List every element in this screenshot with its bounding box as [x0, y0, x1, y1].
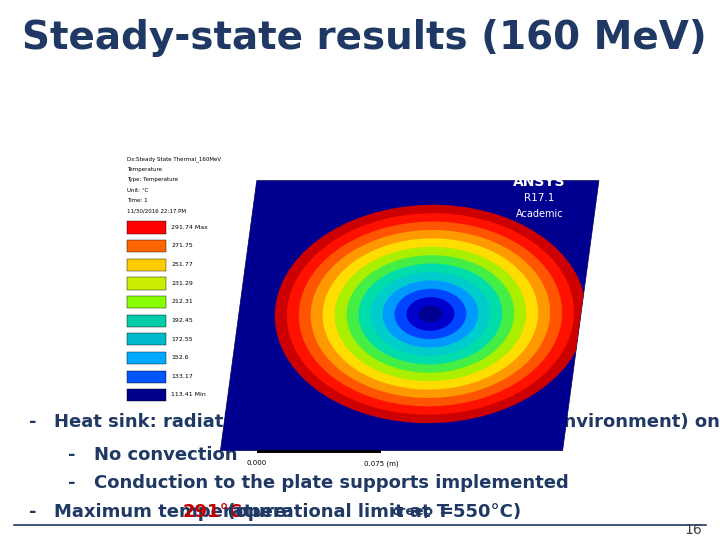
Text: No convection: No convection — [94, 446, 237, 463]
Text: Time: 1: Time: 1 — [127, 198, 148, 203]
Bar — [127, 259, 166, 271]
Text: 152.6: 152.6 — [171, 355, 189, 360]
Bar — [127, 370, 166, 383]
Bar — [127, 240, 166, 252]
Text: ANSYS: ANSYS — [513, 176, 565, 189]
Ellipse shape — [382, 280, 478, 348]
Text: creep: creep — [391, 505, 433, 518]
Text: 291°C: 291°C — [182, 503, 242, 521]
Ellipse shape — [335, 247, 526, 381]
Text: Type: Temperature: Type: Temperature — [127, 178, 179, 183]
Text: 0.075 (m): 0.075 (m) — [364, 460, 398, 467]
Text: Steady-state results (160 MeV): Steady-state results (160 MeV) — [22, 19, 706, 57]
Text: 212.31: 212.31 — [171, 299, 193, 304]
Ellipse shape — [287, 213, 574, 415]
Text: Unit: °C: Unit: °C — [127, 188, 148, 193]
Text: Ds:Steady State Thermal_160MeV: Ds:Steady State Thermal_160MeV — [127, 157, 221, 162]
Bar — [127, 296, 166, 308]
Text: 271.75: 271.75 — [171, 244, 193, 248]
Text: R17.1: R17.1 — [524, 193, 554, 203]
Ellipse shape — [275, 205, 586, 423]
Text: Temperature: Temperature — [127, 167, 162, 172]
Ellipse shape — [418, 306, 442, 322]
Ellipse shape — [371, 272, 490, 356]
Text: -: - — [68, 446, 76, 463]
Ellipse shape — [359, 264, 503, 364]
Text: Maximum temperature:: Maximum temperature: — [54, 503, 300, 521]
Text: 11/30/2016 22:17 PM: 11/30/2016 22:17 PM — [127, 208, 186, 213]
Bar — [127, 315, 166, 327]
Text: Conduction to the plate supports implemented: Conduction to the plate supports impleme… — [94, 474, 568, 491]
Text: 133.17: 133.17 — [171, 374, 193, 379]
Bar — [127, 278, 166, 289]
Text: 172.55: 172.55 — [171, 336, 193, 341]
Ellipse shape — [395, 289, 467, 339]
Text: 113.41 Min: 113.41 Min — [171, 393, 206, 397]
Polygon shape — [220, 180, 599, 450]
Bar — [127, 389, 166, 401]
Text: -: - — [68, 474, 76, 491]
Ellipse shape — [299, 221, 562, 407]
Text: 251.77: 251.77 — [171, 262, 193, 267]
Text: -: - — [29, 413, 36, 431]
Text: 16: 16 — [684, 523, 702, 537]
Ellipse shape — [323, 238, 538, 389]
Text: 0.000: 0.000 — [247, 460, 267, 466]
Ellipse shape — [346, 255, 514, 373]
Bar — [127, 352, 166, 364]
Text: Academic: Academic — [516, 210, 563, 219]
Ellipse shape — [407, 297, 454, 331]
Bar — [127, 221, 166, 234]
Text: (operational limit at T: (operational limit at T — [221, 503, 449, 521]
Text: -: - — [29, 503, 36, 521]
Ellipse shape — [311, 230, 550, 398]
Text: Heat sink: radiation from the plate (ε=0.6 to the environment) only: Heat sink: radiation from the plate (ε=0… — [54, 413, 720, 431]
Bar — [127, 333, 166, 346]
Text: =550°C): =550°C) — [438, 503, 521, 521]
Text: 231.29: 231.29 — [171, 281, 193, 286]
Text: 192.45: 192.45 — [171, 318, 193, 323]
Text: 291.74 Max: 291.74 Max — [171, 225, 208, 230]
